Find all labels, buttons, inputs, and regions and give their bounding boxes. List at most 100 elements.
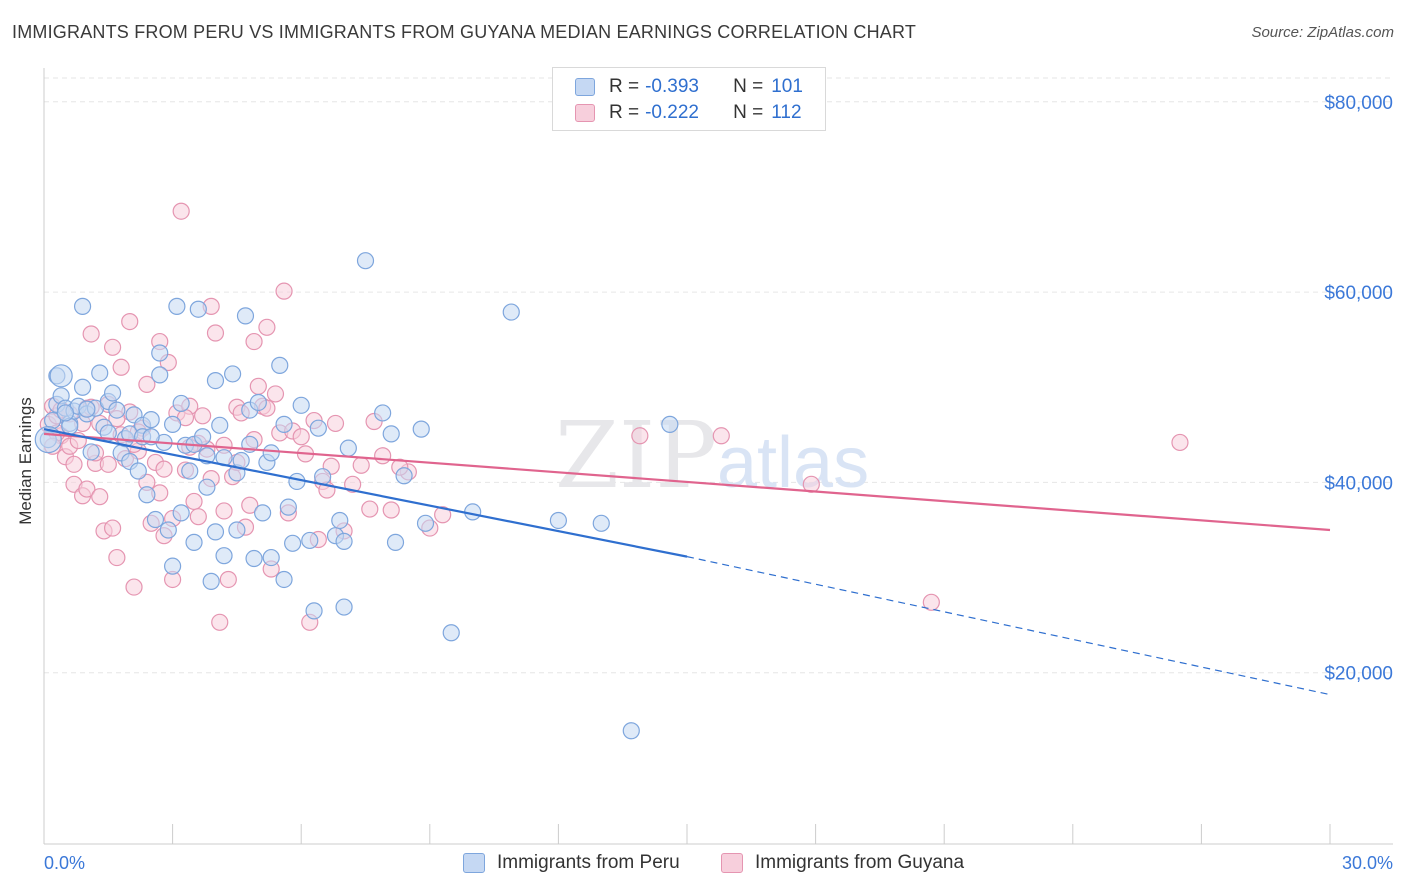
peru-point (279, 498, 297, 516)
guyana-point (249, 377, 267, 395)
peru-point (309, 419, 327, 437)
peru-point (129, 462, 147, 480)
guyana-point (65, 455, 83, 473)
guyana-point (1171, 433, 1189, 452)
peru-point (56, 404, 75, 422)
x-tick-label-min: 0.0% (44, 853, 85, 873)
guyana-point (194, 407, 212, 425)
peru-point (146, 510, 165, 529)
peru-point (189, 300, 207, 318)
guyana-point (103, 338, 122, 356)
correlation-legend: R = -0.393 N = 101 R = -0.222 N = 112 (552, 67, 826, 131)
guyana-point (266, 385, 285, 403)
guyana-point (121, 312, 139, 331)
peru-point (211, 416, 229, 434)
peru-point (592, 514, 610, 532)
peru-point (356, 252, 375, 270)
guyana-point (241, 496, 259, 514)
guyana-point (631, 427, 649, 445)
peru-point (138, 486, 156, 504)
grid-lines (44, 77, 1393, 674)
guyana-point (185, 492, 203, 511)
guyana-point (78, 480, 96, 498)
peru-point (275, 570, 293, 589)
guyana-point (215, 502, 233, 520)
peru-point (228, 521, 246, 539)
legend-peru-label: Immigrants from Peru (497, 852, 680, 873)
guyana-point (103, 519, 122, 537)
guyana-point (292, 428, 310, 446)
legend-item-guyana[interactable]: Immigrants from Guyana (721, 852, 964, 874)
guyana-point (91, 488, 109, 506)
guyana-trend-line (43, 432, 1331, 532)
peru-point (271, 356, 289, 374)
peru-point (108, 401, 126, 419)
peru-point (172, 394, 190, 413)
y-tick-label: $40,000 (1324, 473, 1393, 494)
peru-point (82, 443, 100, 461)
guyana-point (361, 500, 379, 518)
legend-guyana-n: 112 (771, 102, 802, 123)
peru-point (172, 504, 190, 522)
peru-point (151, 366, 169, 384)
x-tick-label-max: 30.0% (1342, 853, 1393, 873)
y-tick-label: $20,000 (1324, 664, 1393, 685)
guyana-point (219, 570, 237, 589)
guyana-point (382, 501, 400, 519)
guyana-point (922, 593, 940, 611)
peru-point (73, 378, 92, 396)
y-tick-label: $80,000 (1324, 93, 1393, 114)
peru-points (34, 252, 679, 740)
peru-point (254, 504, 272, 522)
peru-point (416, 514, 435, 532)
peru-point (245, 549, 263, 568)
guyana-point (434, 506, 452, 524)
guyana-point (125, 578, 143, 596)
guyana-point (155, 460, 173, 478)
guyana-point (206, 324, 225, 342)
axes (43, 68, 1393, 845)
peru-point (206, 371, 225, 390)
peru-trend-line (43, 428, 688, 558)
guyana-point (138, 375, 156, 393)
peru-point (164, 557, 182, 575)
guyana-point (344, 475, 362, 493)
guyana-point (82, 325, 100, 343)
peru-point (549, 511, 568, 530)
guyana-point (245, 332, 263, 351)
peru-point (206, 523, 225, 541)
peru-point (164, 415, 182, 433)
y-tick-label: $60,000 (1324, 283, 1393, 304)
guyana-swatch (575, 104, 595, 122)
peru-point (34, 425, 62, 454)
legend-guyana-label: Immigrants from Guyana (755, 852, 965, 873)
guyana-point (172, 202, 190, 220)
legend-peru-r: -0.393 (645, 76, 699, 97)
guyana-point (112, 358, 130, 376)
legend-r-label: R = (609, 102, 640, 123)
legend-peru-n: 101 (771, 76, 803, 97)
guyana-point (352, 456, 370, 474)
peru-point (395, 467, 413, 485)
peru-point (185, 533, 203, 551)
peru-point (292, 396, 310, 414)
peru-point (159, 521, 177, 539)
legend-guyana-r: -0.222 (645, 102, 699, 123)
peru-point (502, 303, 520, 321)
peru-point (305, 602, 323, 620)
peru-point (236, 307, 255, 325)
guyana-point (211, 613, 229, 631)
peru-point (301, 531, 319, 550)
guyana-legend-swatch (721, 853, 743, 873)
peru-point (661, 415, 679, 433)
watermark-zip: ZIP (555, 402, 717, 509)
peru-swatch (575, 78, 595, 96)
guyana-point (189, 508, 207, 526)
peru-point (275, 415, 293, 433)
y-tick-labels: $20,000 $40,000 $60,000 $80,000 (1324, 93, 1393, 685)
peru-point (335, 532, 353, 551)
legend-item-peru[interactable]: Immigrants from Peru (463, 852, 680, 874)
peru-point (215, 547, 233, 565)
peru-point (262, 548, 280, 567)
